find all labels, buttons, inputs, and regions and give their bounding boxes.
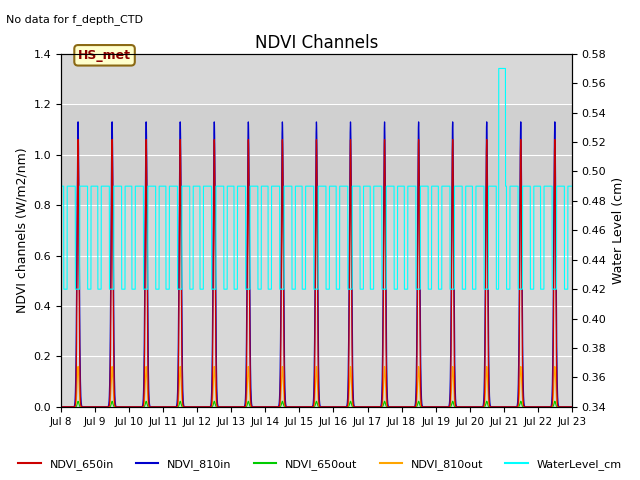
Title: NDVI Channels: NDVI Channels [255,34,378,52]
Text: HS_met: HS_met [78,49,131,62]
Y-axis label: NDVI channels (W/m2/nm): NDVI channels (W/m2/nm) [15,147,28,313]
Bar [61,104,572,205]
Y-axis label: Water Level (cm): Water Level (cm) [612,177,625,284]
Legend: NDVI_650in, NDVI_810in, NDVI_650out, NDVI_810out, WaterLevel_cm: NDVI_650in, NDVI_810in, NDVI_650out, NDV… [14,455,626,474]
Text: No data for f_depth_CTD: No data for f_depth_CTD [6,14,143,25]
